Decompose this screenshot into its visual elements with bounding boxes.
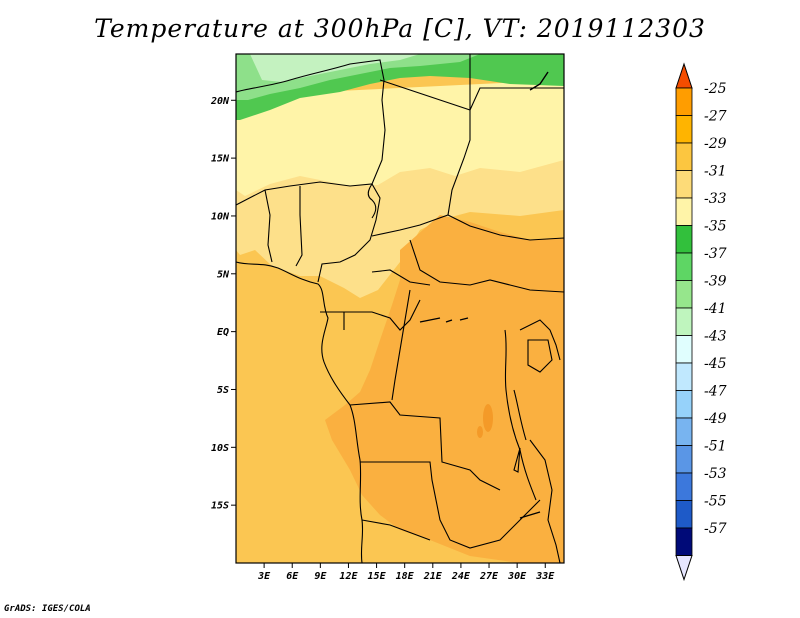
lon-tick-label: 9E: [314, 571, 327, 582]
colorbar-label: -35: [704, 219, 727, 235]
lat-tick-label: EQ: [217, 327, 229, 338]
lon-tick-label: 12E: [339, 571, 358, 582]
lat-tick-label: 10S: [211, 443, 229, 454]
temperature-zone-27-small: [477, 426, 483, 438]
colorbar-swatch: [675, 115, 693, 144]
lakes: [419, 71, 549, 519]
colorbar-label: -39: [704, 274, 727, 290]
colorbar-swatch: [675, 417, 693, 446]
colorbar-label: -55: [704, 494, 727, 510]
lat-tick-label: 15N: [211, 154, 230, 165]
colorbar-label: -47: [704, 384, 727, 400]
colorbar-label: -57: [704, 521, 727, 537]
lat-tick-label: 15S: [211, 501, 229, 512]
colorbar-label: -37: [704, 246, 727, 262]
lon-tick-label: 18E: [396, 571, 415, 582]
colorbar: -25 -27 -29 -31 -33 -35 -37 -39 -41 -43 -45 -47 -49 -…: [675, 62, 727, 582]
colorbar-bottom-cap: [675, 555, 693, 582]
colorbar-label: -41: [704, 301, 727, 317]
lon-tick-label: 3E: [257, 571, 271, 582]
colorbar-label: -33: [704, 191, 727, 207]
lon-tick-label: 30E: [507, 571, 527, 582]
colorbar-label: -29: [704, 136, 727, 152]
lat-tick-label: 5S: [217, 385, 229, 396]
lon-tick-label: 15E: [368, 571, 387, 582]
colorbar-label: -31: [704, 164, 727, 180]
colorbar-label: -51: [704, 439, 727, 455]
colorbar-swatch: [675, 87, 693, 116]
latitude-axis: 20N 15N 10N 5N EQ 5S 10S 15S: [210, 96, 236, 512]
colorbar-swatch: [675, 390, 693, 419]
colorbar-label: -49: [704, 411, 727, 427]
lon-tick-label: 27E: [479, 571, 499, 582]
temperature-zone-27: [483, 404, 493, 432]
colorbar-top-cap: [675, 62, 693, 89]
lat-tick-label: 10N: [211, 211, 230, 222]
grads-credit: GrADS: IGES/COLA: [4, 604, 91, 614]
colorbar-swatch: [675, 170, 693, 199]
temperature-zone-29: [325, 215, 564, 563]
colorbar-swatch: [675, 527, 693, 556]
temperature-zone-35: [236, 80, 564, 196]
colorbar-label: -53: [704, 466, 727, 482]
colorbar-swatch: [675, 252, 693, 281]
map-frame: [235, 53, 565, 564]
lat-tick-label: 20N: [210, 96, 230, 107]
colorbar-swatch: [675, 335, 693, 364]
colorbar-swatch: [675, 225, 693, 254]
colorbar-swatch: [675, 142, 693, 171]
lon-tick-label: 33E: [535, 571, 555, 582]
colorbar-label: -43: [704, 329, 727, 345]
colorbar-swatch: [675, 500, 693, 529]
colorbar-swatch: [675, 362, 693, 391]
colorbar-label: -45: [704, 356, 727, 372]
lon-tick-label: 6E: [286, 571, 299, 582]
colorbar-swatch: [675, 307, 693, 336]
colorbar-label: -27: [704, 109, 727, 125]
longitude-axis: 3E 6E 9E 12E 15E 18E 21E 24E 27E 30E 33E: [257, 563, 555, 582]
colorbar-swatch: [675, 197, 693, 226]
figure-title: Temperature at 300hPa [C], VT: 201911230…: [94, 14, 706, 43]
colorbar-label: -25: [704, 81, 727, 97]
country-boundaries: [235, 54, 565, 564]
lat-tick-label: 5N: [217, 269, 230, 280]
colorbar-swatch: [675, 445, 693, 474]
lon-tick-label: 21E: [423, 571, 443, 582]
colorbar-swatch: [675, 280, 693, 309]
map-area: [235, 53, 565, 564]
lon-tick-label: 24E: [451, 571, 471, 582]
colorbar-swatch: [675, 472, 693, 501]
